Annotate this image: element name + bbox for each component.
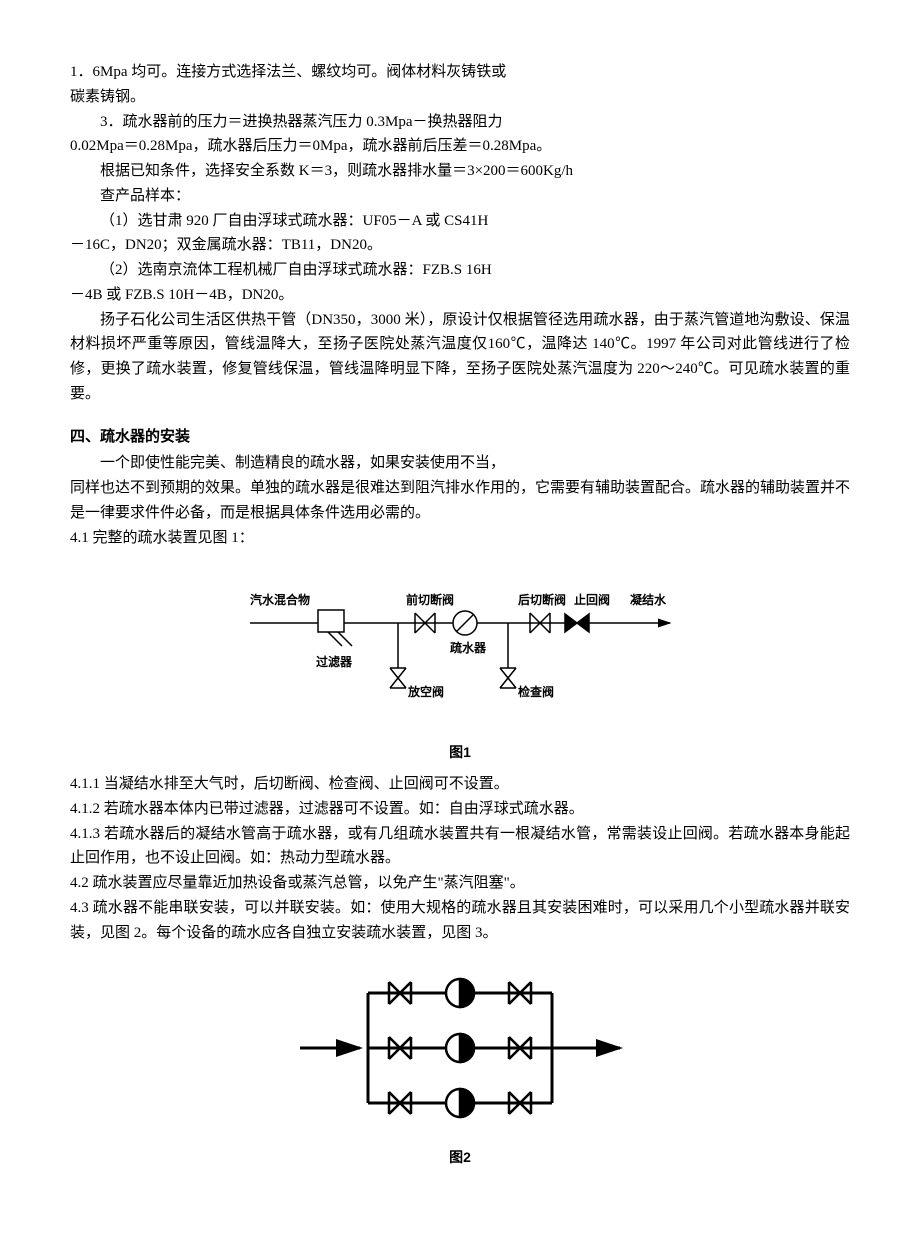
para-line: 一个即使性能完美、制造精良的疏水器，如果安装使用不当， <box>70 451 850 476</box>
label-vent-valve: 放空阀 <box>407 684 444 699</box>
label-inlet: 汽水混合物 <box>250 592 310 607</box>
figure-1-caption: 图1 <box>70 741 850 764</box>
para-line: －16C，DN20；双金属疏水器：TB11，DN20。 <box>70 233 850 258</box>
para-line: 查产品样本： <box>70 184 850 209</box>
figure-2: 图2 <box>70 963 850 1169</box>
para-line: 同样也达不到预期的效果。单独的疏水器是很难达到阻汽排水作用的，它需要有辅助装置配… <box>70 476 850 526</box>
figure-2-caption: 图2 <box>70 1146 850 1169</box>
para-line: 4.2 疏水装置应尽量靠近加热设备或蒸汽总管，以免产生"蒸汽阻塞"。 <box>70 871 850 896</box>
label-outlet: 凝结水 <box>630 592 667 607</box>
label-check-valve: 检查阀 <box>518 684 554 699</box>
figure-1: 汽水混合物 过滤器 前切断阀 放空阀 疏水器 后切断阀 止回阀 检查阀 凝结水 … <box>70 568 850 764</box>
label-back-valve: 后切断阀 <box>518 592 566 607</box>
para-line: 根据已知条件，选择安全系数 K＝3，则疏水器排水量＝3×200＝600Kg/h <box>70 159 850 184</box>
label-check-outlet: 止回阀 <box>574 592 610 607</box>
para-line: 4.3 疏水器不能串联安装，可以并联安装。如：使用大规格的疏水器且其安装困难时，… <box>70 896 850 946</box>
para-line: 4.1.2 若疏水器本体内已带过滤器，过滤器可不设置。如：自由浮球式疏水器。 <box>70 797 850 822</box>
para-line: 扬子石化公司生活区供热干管（DN350，3000 米），原设计仅根据管径选用疏水… <box>70 308 850 407</box>
para-line: 4.1.3 若疏水器后的凝结水管高于疏水器，或有几组疏水装置共有一根凝结水管，常… <box>70 822 850 872</box>
para-line: 碳素铸钢。 <box>70 85 850 110</box>
para-line: （1）选甘肃 920 厂自由浮球式疏水器：UF05－A 或 CS41H <box>70 209 850 234</box>
para-line: 0.02Mpa＝0.28Mpa，疏水器后压力＝0Mpa，疏水器前后压差＝0.28… <box>70 134 850 159</box>
label-front-valve: 前切断阀 <box>406 592 454 607</box>
para-line: 4.1.1 当凝结水排至大气时，后切断阀、检查阀、止回阀可不设置。 <box>70 772 850 797</box>
para-line: 3．疏水器前的压力＝进换热器蒸汽压力 0.3Mpa－换热器阻力 <box>70 110 850 135</box>
label-filter: 过滤器 <box>316 654 353 669</box>
label-trap: 疏水器 <box>450 640 487 655</box>
para-line: 1．6Mpa 均可。连接方式选择法兰、螺纹均可。阀体材料灰铸铁或 <box>70 60 850 85</box>
section-title: 四、疏水器的安装 <box>70 425 850 450</box>
para-line: 4.1 完整的疏水装置见图 1： <box>70 526 850 551</box>
para-line: （2）选南京流体工程机械厂自由浮球式疏水器：FZB.S 16H <box>70 258 850 283</box>
para-line: －4B 或 FZB.S 10H－4B，DN20。 <box>70 283 850 308</box>
